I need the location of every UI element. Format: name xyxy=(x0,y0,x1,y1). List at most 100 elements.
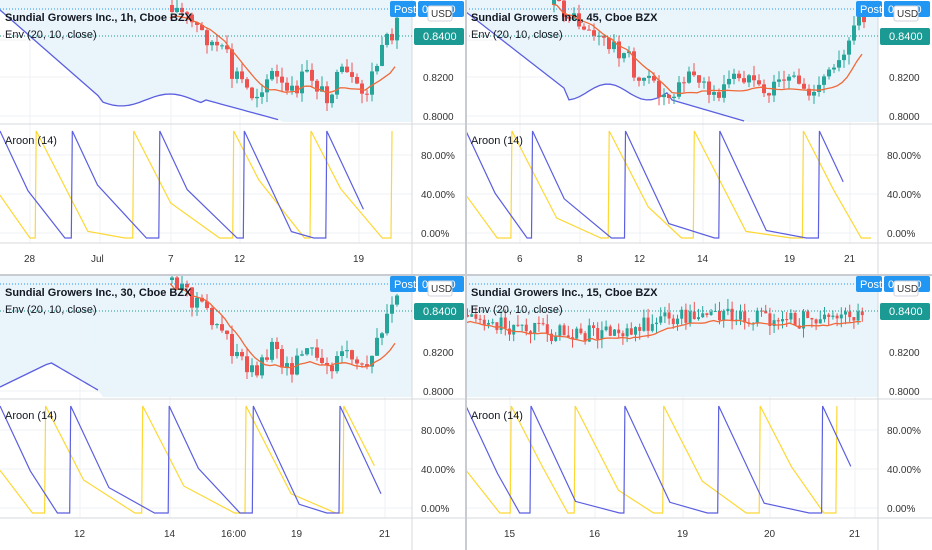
candle-body xyxy=(617,329,621,334)
post-badge[interactable] xyxy=(856,276,882,292)
candle-body xyxy=(554,335,558,342)
candle-body xyxy=(245,356,249,373)
chart-panel-45[interactable]: 0.82000.80000.8400Post0.8400USD80.00%40.… xyxy=(465,0,932,275)
post-badge[interactable] xyxy=(390,1,416,17)
chart-panel-15[interactable]: 0.82000.80000.8400Post0.8400USD80.00%40.… xyxy=(465,275,932,550)
candle-body xyxy=(862,16,866,23)
candle-body xyxy=(195,297,199,308)
envelope-indicator-label: Env (20, 10, close) xyxy=(471,29,563,41)
candle-body xyxy=(516,324,520,326)
currency-button[interactable] xyxy=(427,5,453,22)
price-tick-label: 0.8000 xyxy=(423,112,454,123)
candle-body xyxy=(562,325,566,336)
candle-body xyxy=(764,310,768,314)
candle-body xyxy=(380,44,384,66)
candle-body xyxy=(240,71,244,80)
time-tick-label: 19 xyxy=(291,529,303,540)
last-price-value: 0.8400 xyxy=(889,306,923,318)
candle-body xyxy=(755,310,759,324)
candles xyxy=(170,0,399,111)
candle-body xyxy=(478,318,482,320)
candle-body xyxy=(295,85,299,94)
chart-title: Sundial Growers Inc., 30, Cboe BZX xyxy=(5,287,192,299)
envelope-lower-line xyxy=(465,11,745,122)
chart-panel-1h[interactable]: 0.82000.80000.8400Post0.8400USD80.00%40.… xyxy=(0,0,466,275)
candle-body xyxy=(663,312,667,317)
candle-body xyxy=(793,312,797,326)
candle-body xyxy=(474,314,478,319)
candle-body xyxy=(225,330,229,335)
candle-body xyxy=(676,318,679,325)
candle-body xyxy=(812,91,816,96)
post-badge[interactable] xyxy=(390,276,416,292)
candle-body xyxy=(697,317,700,320)
time-tick-label: 12 xyxy=(74,529,86,540)
time-tick-label: 7 xyxy=(168,254,174,265)
aroon-down-line xyxy=(465,405,852,514)
candle-body xyxy=(702,81,706,83)
candle-body xyxy=(290,85,294,91)
candle-body xyxy=(857,16,861,26)
candle-body xyxy=(823,314,826,320)
candle-body xyxy=(340,66,344,72)
aroon-indicator-label: Aroon (14) xyxy=(5,410,57,422)
currency-button[interactable] xyxy=(893,5,919,22)
post-badge-label: Post xyxy=(394,4,416,16)
candle-body xyxy=(270,70,274,80)
candle-body xyxy=(330,365,334,372)
candle-body xyxy=(659,316,663,323)
time-tick-label: 16 xyxy=(589,529,601,540)
currency-label: USD xyxy=(897,9,918,20)
candle-body xyxy=(557,0,561,1)
candle-body xyxy=(245,79,249,88)
time-tick-label: 19 xyxy=(784,254,796,265)
chart-panel-30[interactable]: 0.82000.80000.8400Post0.8400USD80.00%40.… xyxy=(0,275,466,550)
candle-body xyxy=(320,357,324,363)
candle-body xyxy=(360,363,364,365)
candle-body xyxy=(662,94,666,98)
candle-body xyxy=(370,71,374,95)
candle-body xyxy=(622,53,626,59)
post-badge-label: Post xyxy=(860,4,882,16)
candle-body xyxy=(642,317,646,331)
aroon-indicator-label: Aroon (14) xyxy=(5,135,57,147)
aroon-up-line xyxy=(0,130,393,239)
envelope-lower-line xyxy=(0,362,99,391)
candle-body xyxy=(701,313,705,318)
candle-body xyxy=(355,76,359,84)
candle-body xyxy=(575,328,579,339)
price-tick-label: 0.8200 xyxy=(423,73,454,84)
candle-body xyxy=(250,87,254,99)
candle-body xyxy=(582,26,586,30)
candle-body xyxy=(650,324,654,331)
candle-body xyxy=(672,96,676,98)
candle-body xyxy=(520,324,524,326)
currency-button[interactable] xyxy=(893,280,919,297)
candle-body xyxy=(541,323,545,325)
candle-body xyxy=(579,328,583,334)
candle-body xyxy=(300,354,304,356)
currency-button[interactable] xyxy=(427,280,453,297)
candle-body xyxy=(667,312,671,319)
post-badge[interactable] xyxy=(856,1,882,17)
candle-body xyxy=(185,283,189,288)
candle-body xyxy=(802,311,805,329)
candle-body xyxy=(827,314,831,317)
candle-body xyxy=(655,322,658,325)
candle-body xyxy=(762,84,766,94)
last-price-value: 0.8400 xyxy=(423,31,457,43)
candle-body xyxy=(200,297,204,302)
candle-body xyxy=(797,75,801,84)
candle-body xyxy=(802,83,806,89)
candle-body xyxy=(285,82,289,91)
candle-body xyxy=(230,49,234,79)
candle-body xyxy=(646,317,650,331)
candle-body xyxy=(512,324,516,335)
time-tick-label: 21 xyxy=(844,254,856,265)
candle-body xyxy=(395,17,399,41)
candle-body xyxy=(709,311,713,315)
candle-body xyxy=(760,310,763,312)
candle-body xyxy=(205,30,209,46)
candle-body xyxy=(320,86,324,92)
osc-tick-label: 0.00% xyxy=(887,504,915,515)
